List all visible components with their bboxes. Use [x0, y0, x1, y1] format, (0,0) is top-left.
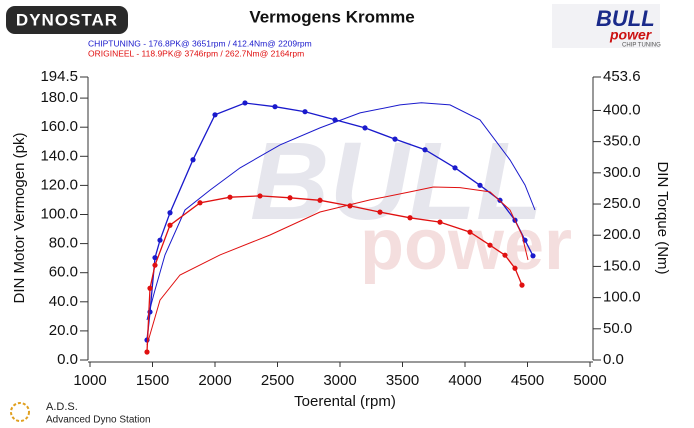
series-point [167, 222, 173, 228]
series-line [146, 186, 529, 346]
bull-text: BULL [596, 6, 655, 31]
series-point [147, 285, 153, 291]
chip-tuning-text: CHIP TUNING [622, 43, 661, 49]
y2-tick-label: 100.0 [603, 289, 641, 306]
series-point [152, 255, 158, 261]
series-point [152, 262, 158, 268]
series-point [197, 200, 203, 206]
series-point [167, 210, 173, 216]
x-tick-label: 4500 [511, 372, 544, 389]
x-tick-label: 2000 [198, 372, 231, 389]
series-point [377, 209, 383, 215]
y-tick-label: 60.0 [49, 264, 78, 281]
legend-entry: ORIGINEEL - 118.9PK@ 3746rpm / 262.7Nm@ … [88, 48, 304, 58]
series-point [487, 242, 493, 248]
x-tick-label: 3500 [386, 372, 419, 389]
y-tick-label: 180.0 [40, 89, 78, 106]
bull-logo [552, 4, 660, 48]
series-point [317, 197, 323, 203]
series-point [157, 237, 163, 243]
series-point [272, 104, 278, 110]
y-tick-label: 20.0 [49, 322, 78, 339]
y2-tick-label: 400.0 [603, 101, 641, 118]
series-point [530, 253, 536, 259]
series-point [437, 219, 443, 225]
y2-tick-label: 200.0 [603, 226, 641, 243]
series-point [332, 117, 338, 123]
series-point [190, 157, 196, 163]
y2-tick-label: 150.0 [603, 257, 641, 274]
y-tick-label: 140.0 [40, 147, 78, 164]
chart-title: Vermogens Kromme [249, 7, 414, 26]
y2-tick-label: 250.0 [603, 195, 641, 212]
y2-tick-label: 350.0 [603, 133, 641, 150]
y-tick-label: 0.0 [57, 351, 78, 368]
series-point [392, 136, 398, 142]
y2-tick-label: 300.0 [603, 164, 641, 181]
y-axis-title: DIN Motor Vermogen (pk) [11, 133, 28, 304]
dynostar-logo [6, 6, 128, 34]
series-line [146, 102, 536, 321]
y-tick-label: 160.0 [40, 118, 78, 135]
series-point [227, 194, 233, 200]
series-point [512, 265, 518, 271]
legend: CHIPTUNING - 176.8PK@ 3651rpm / 412.4Nm@… [88, 38, 312, 58]
x-axis-title: Toerental (rpm) [294, 393, 396, 410]
series-point [467, 229, 473, 235]
x-tick-label: 2500 [261, 372, 294, 389]
series-point [407, 215, 413, 221]
series-point [257, 193, 263, 199]
legend-entry: CHIPTUNING - 176.8PK@ 3651rpm / 412.4Nm@… [88, 38, 312, 48]
series-point [362, 125, 368, 131]
y-tick-label: 120.0 [40, 176, 78, 193]
y-tick-label: 40.0 [49, 293, 78, 310]
y-tick-label: 194.5 [40, 68, 78, 85]
dynostar-text: DYNOSTAR [16, 10, 118, 29]
y2-axis-title: DIN Torque (Nm) [654, 161, 671, 274]
x-tick-label: 4000 [448, 372, 481, 389]
x-tick-label: 1500 [136, 372, 169, 389]
series-point [452, 165, 458, 171]
x-tick-label: 3000 [323, 372, 356, 389]
ads-text: A.D.S. [46, 401, 78, 413]
ads-logo [10, 402, 30, 422]
ads-full-text: Advanced Dyno Station [46, 415, 151, 426]
series-point [242, 100, 248, 106]
series-point [302, 109, 308, 115]
y2-tick-label: 453.6 [603, 68, 641, 85]
series-point [477, 182, 483, 188]
series-point [519, 282, 525, 288]
x-tick-label: 5000 [573, 372, 606, 389]
watermark: power [360, 205, 572, 285]
power-text: power [609, 27, 653, 43]
x-tick-label: 1000 [73, 372, 106, 389]
y-tick-label: 80.0 [49, 235, 78, 252]
y2-tick-label: 0.0 [603, 351, 624, 368]
series-point [212, 112, 218, 118]
series-point [422, 147, 428, 153]
series-point [502, 252, 508, 258]
series-point [144, 349, 150, 355]
series-line [146, 195, 523, 353]
y-tick-label: 100.0 [40, 205, 78, 222]
y2-tick-label: 50.0 [603, 320, 632, 337]
series-point [287, 195, 293, 201]
